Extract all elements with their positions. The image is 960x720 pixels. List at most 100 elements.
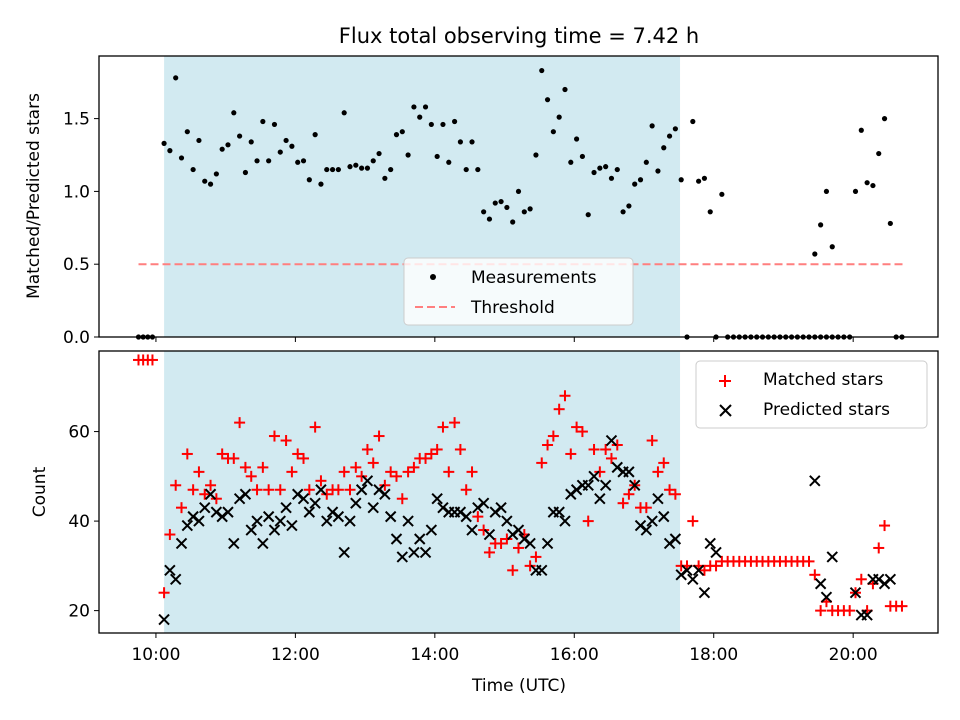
predicted-star-point bbox=[884, 573, 897, 585]
predicted-star-point bbox=[588, 470, 600, 483]
predicted-star-point bbox=[169, 573, 182, 585]
measurement-point bbox=[295, 159, 301, 165]
measurement-point bbox=[329, 166, 336, 173]
matched-star-point bbox=[298, 452, 310, 464]
predicted-star-point bbox=[262, 510, 275, 523]
matched-star-point bbox=[338, 466, 350, 478]
bottom-y-axis-label: Count bbox=[30, 466, 50, 517]
measurement-point bbox=[312, 132, 318, 138]
measurement-point bbox=[881, 116, 888, 122]
measurement-point bbox=[614, 166, 620, 173]
matched-star-point bbox=[251, 484, 263, 496]
measurement-point bbox=[649, 123, 655, 129]
matched-star-point bbox=[187, 484, 199, 496]
measurement-point bbox=[277, 149, 283, 155]
measurement-point bbox=[318, 181, 324, 187]
measurement-point bbox=[812, 251, 818, 257]
x-tick-label: 10:00 bbox=[131, 645, 180, 665]
predicted-star-point bbox=[594, 493, 606, 505]
measurement-point bbox=[434, 153, 440, 160]
measurement-point bbox=[463, 166, 469, 173]
matched-star-point bbox=[844, 605, 856, 617]
matched-star-point bbox=[605, 452, 617, 464]
measurement-point bbox=[283, 137, 289, 144]
measurement-point bbox=[271, 121, 278, 128]
measurement-point bbox=[213, 171, 219, 177]
measurements-points bbox=[135, 67, 905, 340]
bottom-axes-frame bbox=[98, 350, 939, 634]
matched-star-point bbox=[170, 479, 182, 491]
measurement-point bbox=[202, 178, 208, 184]
measurement-point bbox=[266, 158, 272, 164]
matched-star-point bbox=[576, 426, 588, 438]
predicted-star-point bbox=[681, 564, 693, 577]
matched-star-point bbox=[454, 443, 466, 455]
predicted-star-point bbox=[431, 493, 443, 505]
matched-star-point bbox=[617, 497, 629, 509]
matched-star-point bbox=[495, 537, 507, 549]
measurement-point bbox=[254, 158, 260, 164]
predicted-star-point bbox=[536, 564, 548, 577]
predicted-star-point bbox=[257, 537, 269, 550]
measurement-point bbox=[701, 175, 708, 181]
predicted-star-point bbox=[193, 515, 205, 527]
matched-star-point bbox=[181, 448, 193, 460]
matched-star-point bbox=[553, 403, 565, 415]
predicted-star-point bbox=[628, 479, 641, 491]
bottom-legend-box bbox=[695, 360, 928, 429]
matched-star-point bbox=[571, 421, 583, 433]
matched-star-point bbox=[286, 466, 298, 478]
predicted-star-point bbox=[425, 524, 438, 536]
measurement-point bbox=[242, 169, 249, 176]
measurement-point bbox=[178, 155, 185, 161]
measurement-point bbox=[486, 216, 493, 222]
predicted-star-point bbox=[303, 506, 316, 518]
measurement-point bbox=[440, 121, 446, 128]
matched-star-point bbox=[478, 524, 490, 536]
measurement-point bbox=[574, 136, 580, 142]
measurement-point bbox=[858, 127, 864, 133]
measurement-point bbox=[533, 152, 539, 158]
matched-star-point bbox=[193, 466, 205, 478]
predicted-star-point bbox=[826, 551, 838, 563]
matched-star-point bbox=[658, 457, 670, 469]
matched-star-point bbox=[449, 417, 461, 429]
matched-star-point bbox=[332, 484, 344, 496]
predicted-star-point bbox=[605, 434, 618, 447]
measurement-point bbox=[876, 150, 882, 157]
x-tick-label: 20:00 bbox=[829, 645, 878, 665]
measurement-point bbox=[167, 148, 173, 154]
matched-star-point bbox=[600, 443, 612, 455]
measurement-point bbox=[539, 67, 545, 74]
matched-star-point bbox=[425, 448, 437, 460]
predicted-star-point bbox=[390, 533, 403, 545]
matched-star-point bbox=[542, 439, 554, 451]
x-tick-label: 14:00 bbox=[410, 645, 459, 665]
measurement-point bbox=[388, 166, 394, 173]
matched-star-point bbox=[239, 461, 251, 473]
matched-star-point bbox=[536, 457, 548, 469]
measurement-point bbox=[823, 188, 830, 195]
matched-star-point bbox=[420, 452, 432, 464]
measurement-point bbox=[550, 129, 556, 135]
x-tick-label: 18:00 bbox=[689, 645, 738, 665]
measurement-point bbox=[818, 222, 824, 228]
measurement-point bbox=[544, 97, 551, 103]
predicted-star-point bbox=[199, 501, 211, 514]
measurement-point bbox=[527, 206, 533, 212]
bottom-legend: Matched stars Predicted stars bbox=[695, 360, 928, 429]
predicted-star-point bbox=[175, 537, 188, 550]
predicted-star-point bbox=[512, 524, 525, 536]
predicted-star-point bbox=[344, 515, 356, 527]
predicted-star-point bbox=[332, 510, 345, 523]
matched-star-point bbox=[205, 479, 217, 491]
predicted-star-point bbox=[710, 546, 722, 559]
legend-measurements-marker bbox=[430, 274, 436, 280]
matched-star-point bbox=[431, 443, 443, 455]
measurement-point bbox=[411, 104, 417, 110]
predicted-star-point bbox=[222, 506, 234, 518]
measurement-point bbox=[719, 191, 725, 197]
measurement-point bbox=[190, 166, 196, 173]
top-panel: Flux total observing time = 7.42 h 0.00.… bbox=[24, 24, 939, 348]
